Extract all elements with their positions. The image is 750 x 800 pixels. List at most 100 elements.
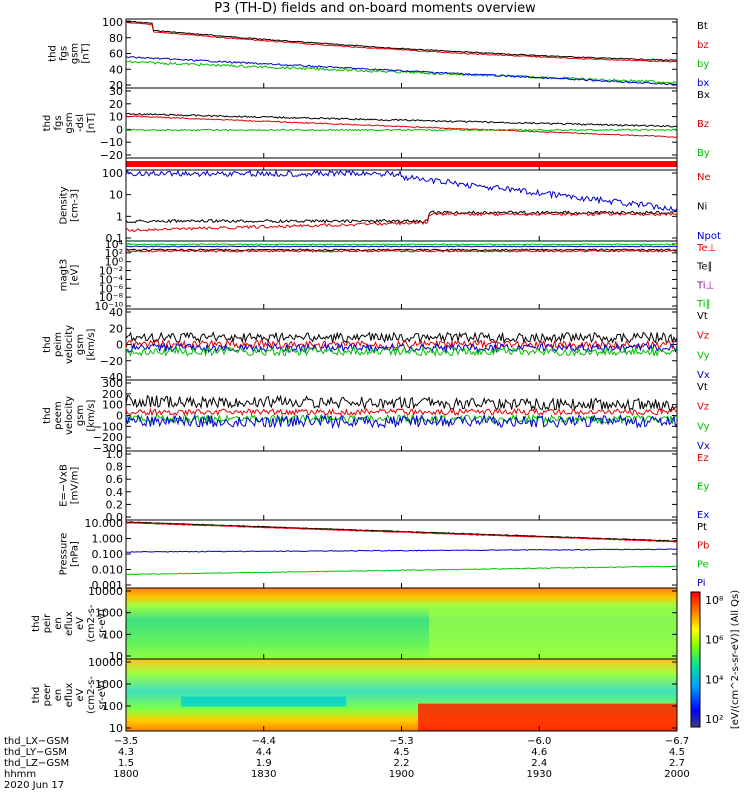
y-tick-label: 0.1 (106, 232, 124, 245)
y-axis-label: [nT] (86, 113, 97, 133)
trace-peim-Vy (125, 345, 678, 358)
footer-value: 1830 (251, 769, 276, 780)
footer-value: −3.5 (114, 736, 138, 747)
flag-bar (126, 161, 677, 167)
colorbar-label: [eV/(cm^2-s-sr-eV)] (All Qs) (730, 590, 741, 729)
footer-value: 2.4 (531, 758, 547, 769)
legend-label: Vt (697, 311, 708, 322)
y-tick-label: 10² (105, 247, 123, 260)
colorbar-tick-label: 10⁶ (705, 634, 724, 647)
y-tick-label: 10⁻² (99, 265, 123, 278)
y-tick-label: 30 (109, 85, 123, 98)
y-tick-label: 200 (102, 388, 123, 401)
panel-frame (125, 87, 678, 159)
trace-Bz (125, 115, 678, 138)
y-tick-label: 10 (109, 189, 123, 202)
ion-spectrogram-region (429, 609, 677, 659)
y-tick-label: 10⁰ (105, 256, 124, 269)
y-tick-label: −20 (100, 149, 123, 162)
footer-value: 4.3 (118, 747, 134, 758)
y-axis-label: thd (42, 115, 53, 132)
legend-label: Vt (697, 382, 708, 393)
colorbar (690, 591, 701, 728)
y-tick-label: 1000 (95, 678, 123, 691)
y-tick-label: 10⁴ (105, 238, 124, 251)
footer-value: 1930 (527, 769, 552, 780)
y-tick-label: 0.100 (92, 548, 124, 561)
footer-value: 2000 (664, 769, 689, 780)
y-tick-label: 80 (109, 32, 123, 45)
legend-label: Te∥ (696, 262, 713, 273)
y-tick-label: 100 (102, 167, 123, 180)
y-tick-label: 1.0 (106, 448, 124, 461)
y-tick-label: −100 (93, 420, 123, 433)
y-tick-label: 1 (116, 210, 123, 223)
y-axis-label: [nPa] (70, 541, 81, 567)
trace-Bx (125, 112, 678, 128)
y-axis-label: sr-eV) (97, 609, 108, 638)
colorbar-tick-label: 10⁸ (705, 594, 724, 607)
y-tick-label: −300 (93, 442, 123, 455)
trace-peem-Vx (125, 413, 678, 430)
trace-Pt (125, 521, 678, 542)
y-tick-label: 0.2 (106, 498, 124, 511)
footer-value: 2.7 (669, 758, 685, 769)
trace-Pe (126, 565, 678, 576)
y-axis-label: (cm2-s- (86, 604, 97, 642)
y-axis-label: [eV] (70, 265, 81, 286)
footer-value: −6.0 (527, 736, 551, 747)
panel-frame (125, 18, 678, 89)
y-axis-label: peir (42, 613, 53, 633)
y-axis-label: thd (42, 407, 53, 424)
legend-label: bz (697, 40, 709, 51)
y-tick-label: 60 (109, 48, 123, 61)
trace-peim-Vx (125, 342, 678, 354)
y-axis-label: magt3 (59, 259, 70, 292)
y-axis-label: eflux (64, 683, 75, 708)
y-axis-label: peer (42, 683, 53, 707)
footer-value: 1.9 (256, 758, 272, 769)
trace-Te-perp (125, 249, 678, 253)
y-axis-label: eV (75, 688, 86, 701)
y-tick-label: 20 (109, 98, 123, 111)
legend-label: Ti⊥ (696, 280, 714, 291)
footer-value: 4.4 (256, 747, 272, 758)
y-axis-label: eflux (64, 611, 75, 636)
footer-value: 2.2 (394, 758, 410, 769)
y-axis-label: gsm (75, 334, 86, 355)
legend-label: Bz (697, 119, 709, 130)
y-tick-label: 10.000 (85, 517, 124, 530)
y-axis-label: fgs (53, 115, 64, 130)
y-axis-label: (cm2-s- (86, 676, 97, 714)
legend-label: Ne (697, 172, 711, 183)
y-tick-label: −20 (100, 355, 123, 368)
electron-spectrogram-band (181, 696, 347, 707)
y-tick-label: 10⁻⁸ (99, 291, 124, 304)
y-axis-label: Density (59, 186, 70, 224)
footer-value: −5.3 (389, 736, 413, 747)
y-axis-label: en (53, 617, 64, 630)
panel-frame (125, 169, 678, 242)
trace-Ni (125, 210, 678, 224)
y-axis-label: [km/s] (86, 328, 97, 360)
y-tick-label: 1.000 (92, 533, 124, 546)
footer-row-label: hhmm (4, 769, 36, 780)
legend-label: Vz (697, 331, 709, 342)
footer-value: 4.6 (531, 747, 547, 758)
y-axis-label: thd (48, 45, 59, 62)
y-axis-label: thd (31, 615, 42, 632)
trace-Te-par (126, 248, 678, 252)
y-tick-label: 0 (116, 339, 123, 352)
trace-peem-Vz (125, 407, 678, 417)
footer-row-label: thd_LY−GSM (4, 747, 67, 758)
y-tick-label: 0.0 (106, 511, 124, 524)
legend-label: Vy (697, 350, 710, 361)
y-tick-label: 10 (109, 722, 123, 735)
y-axis-label: gsm (70, 43, 81, 64)
y-tick-label: 10 (109, 111, 123, 124)
legend-label: Vz (697, 402, 709, 413)
trace-Npot (125, 169, 678, 212)
footer-value: 4.5 (669, 747, 685, 758)
y-axis-label: [mV/m] (70, 467, 81, 505)
